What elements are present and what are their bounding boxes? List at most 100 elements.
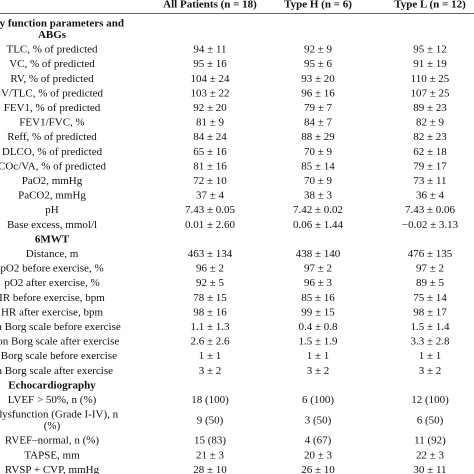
cell: 85 ± 14 — [301, 160, 335, 172]
cell: 78 ± 15 — [193, 292, 227, 304]
cell: 37 ± 4 — [196, 190, 225, 202]
cell: 107 ± 25 — [410, 87, 450, 99]
cell: 15 (83) — [194, 435, 226, 447]
cell: 62 ± 18 — [413, 146, 447, 158]
row-label: PaCO2, mmHg — [18, 190, 86, 202]
cell: 103 ± 22 — [190, 87, 229, 99]
cell: 79 ± 7 — [304, 102, 333, 114]
row-label: TAPSE, mm — [24, 449, 80, 461]
cell: −0.02 ± 3.13 — [402, 219, 459, 231]
row-label: RVEF–normal, n (%) — [5, 435, 99, 447]
cell: 438 ± 140 — [296, 248, 341, 260]
cell: 0.01 ± 2.60 — [185, 219, 236, 231]
cell: 81 ± 16 — [193, 160, 227, 172]
section-title: 6MWT — [35, 233, 70, 245]
column-header: Type H (n = 6) — [284, 0, 352, 11]
row-label: V/TLC, % of predicted — [1, 87, 104, 99]
cell: 463 ± 134 — [188, 248, 233, 260]
cell: 36 ± 4 — [416, 190, 445, 202]
row-label: RVSP + CVP, mmHg — [5, 464, 100, 474]
cell: 4 (67) — [305, 435, 332, 447]
cell: 95 ± 6 — [304, 58, 333, 70]
cell: 1.5 ± 1.9 — [298, 336, 338, 348]
row-label: RV, % of predicted — [10, 73, 94, 85]
cell: 92 ± 9 — [304, 44, 333, 56]
cell: 20 ± 3 — [304, 449, 333, 461]
cell: 28 ± 10 — [193, 464, 227, 474]
cell: 75 ± 14 — [413, 292, 447, 304]
cell: 1.1 ± 1.3 — [190, 321, 230, 333]
section-title: Echocardiography — [8, 379, 96, 391]
cell: 104 ± 24 — [190, 73, 230, 85]
cell: 70 ± 9 — [304, 146, 333, 158]
row-label: FEV1, % of predicted — [4, 102, 101, 114]
cell: 96 ± 2 — [196, 263, 224, 275]
cell: 30 ± 11 — [413, 464, 446, 474]
cell: 92 ± 20 — [193, 102, 227, 114]
section-title: ABGs — [38, 29, 67, 41]
row-label: on Borg scale before exercise — [0, 350, 117, 362]
row-label: Reff, % of predicted — [7, 131, 97, 143]
cell: 1 ± 1 — [419, 350, 442, 362]
row-label: on Borg scale after exercise — [0, 365, 113, 377]
cell: 3 ± 2 — [419, 365, 442, 377]
row-label: PaO2, mmHg — [22, 175, 83, 187]
section-title: mary function parameters and — [0, 18, 124, 30]
cell: 89 ± 23 — [413, 102, 447, 114]
cell: 18 (100) — [191, 394, 229, 406]
row-label: HR after exercise, bpm — [1, 306, 103, 318]
row-label: pH — [45, 204, 59, 216]
cell: 38 ± 3 — [304, 190, 333, 202]
cell: 21 ± 3 — [196, 449, 225, 461]
cell: 97 ± 2 — [416, 263, 444, 275]
cell: 79 ± 17 — [413, 160, 447, 172]
cell: 84 ± 24 — [193, 131, 227, 143]
cell: 0.4 ± 0.8 — [298, 321, 338, 333]
row-label: VC, % of predicted — [9, 58, 95, 70]
row-label: DLCO, % of predicted — [2, 146, 103, 158]
cell: 9 (50) — [197, 414, 224, 426]
cell: 7.42 ± 0.02 — [293, 204, 343, 216]
cell: 96 ± 16 — [301, 87, 335, 99]
cell: 88 ± 29 — [301, 131, 335, 143]
row-label: LVEF > 50%, n (%) — [8, 394, 97, 406]
cell: 98 ± 16 — [193, 306, 227, 318]
cell: 98 ± 17 — [413, 306, 447, 318]
row-label: Distance, m — [26, 248, 79, 260]
cell: 84 ± 7 — [304, 117, 333, 129]
column-header: All Patients (n = 18) — [163, 0, 257, 11]
row-label: ea on Borg scale after exercise — [0, 336, 119, 348]
cell: 82 ± 9 — [416, 117, 445, 129]
cell: 3 (50) — [305, 414, 332, 426]
cell: 72 ± 10 — [193, 175, 227, 187]
row-label: Base excess, mmol/l — [7, 219, 97, 231]
cell: 6 (100) — [302, 394, 334, 406]
cell: 96 ± 3 — [304, 277, 333, 289]
cell: 89 ± 5 — [416, 277, 445, 289]
cell: 12 (100) — [411, 394, 449, 406]
cell: 73 ± 11 — [413, 175, 446, 187]
cell: 95 ± 12 — [413, 44, 447, 56]
cell: 93 ± 20 — [301, 73, 335, 85]
row-label: a on Borg scale before exercise — [0, 321, 121, 333]
cell: 476 ± 135 — [408, 248, 453, 260]
cell: 91 ± 19 — [413, 58, 447, 70]
cell: 6 (50) — [417, 414, 444, 426]
row-label: (%) — [44, 420, 61, 432]
cell: 1 ± 1 — [199, 350, 222, 362]
cell: 82 ± 23 — [413, 131, 447, 143]
row-label: TLC, % of predicted — [6, 44, 98, 56]
cell: 26 ± 10 — [301, 464, 335, 474]
cell: 7.43 ± 0.06 — [405, 204, 456, 216]
cell: 92 ± 5 — [196, 277, 225, 289]
cell: 3 ± 2 — [307, 365, 330, 377]
cell: 85 ± 16 — [301, 292, 335, 304]
cell: 99 ± 15 — [301, 306, 335, 318]
cell: 7.43 ± 0.05 — [185, 204, 236, 216]
cell: 81 ± 9 — [196, 117, 225, 129]
cell: 2.6 ± 2.6 — [190, 336, 230, 348]
cell: 3.3 ± 2.8 — [410, 336, 450, 348]
row-label: COc/VA, % of predicted — [0, 160, 106, 172]
cell: 95 ± 16 — [193, 58, 227, 70]
row-label: ic dysfunction (Grade I-IV), n — [0, 409, 119, 421]
